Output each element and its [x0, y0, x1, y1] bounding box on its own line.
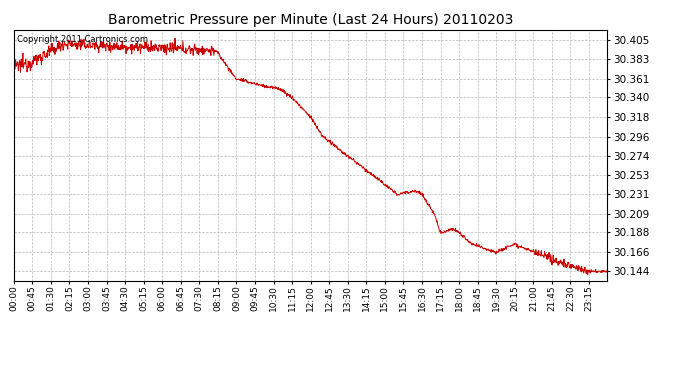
Title: Barometric Pressure per Minute (Last 24 Hours) 20110203: Barometric Pressure per Minute (Last 24 … — [108, 13, 513, 27]
Text: Copyright 2011 Cartronics.com: Copyright 2011 Cartronics.com — [17, 35, 148, 44]
